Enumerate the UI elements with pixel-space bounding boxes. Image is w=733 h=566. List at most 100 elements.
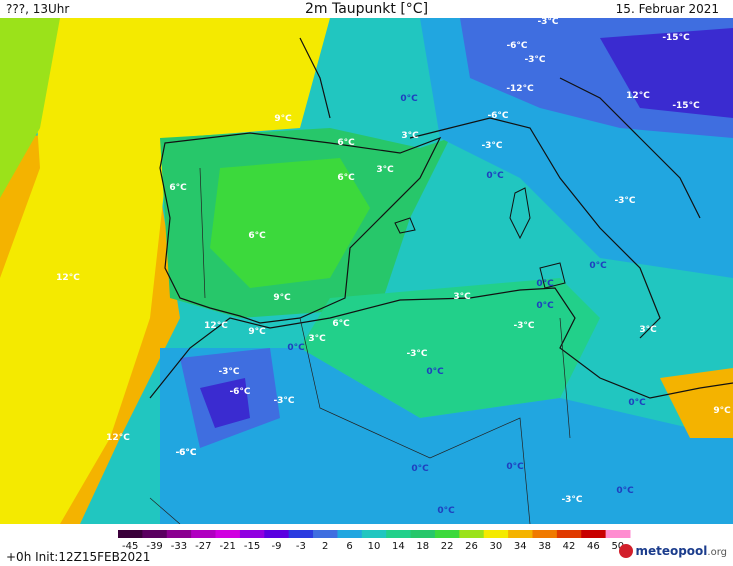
colorbar-tick: 34 — [514, 541, 527, 552]
colorbar-tick: -3 — [296, 541, 306, 552]
isotherm-label: 3°C — [639, 325, 657, 335]
field-atlantic-yellow — [0, 18, 330, 524]
coastline-islands — [394, 187, 566, 289]
isotherm-label: 0°C — [437, 506, 455, 516]
colorbar-swatch — [605, 530, 631, 538]
colorbar-tick: 18 — [416, 541, 429, 552]
isotherm-label: -12°C — [506, 84, 534, 94]
field-sahara-cool — [160, 348, 733, 524]
field-atlas-very-cold — [200, 378, 250, 428]
isotherm-label: 12°C — [106, 433, 130, 443]
colorbar-tick: -27 — [195, 541, 211, 552]
field-balkans-very-cold — [600, 28, 733, 118]
isotherm-label: -6°C — [175, 448, 196, 458]
isotherm-label: 9°C — [713, 406, 731, 416]
isotherm-label: -15°C — [672, 101, 700, 111]
colorbar-tick: -15 — [244, 541, 260, 552]
colorbar-swatch — [313, 530, 338, 538]
isotherm-label: 6°C — [169, 183, 187, 193]
isotherm-label: 6°C — [248, 231, 266, 241]
isotherm-label: 0°C — [287, 343, 305, 353]
map-title: 2m Taupunkt [°C] — [304, 1, 429, 17]
isotherm-label: 6°C — [337, 138, 355, 148]
run-time-label: ???, 13Uhr — [6, 2, 70, 16]
colorbar-tick: 14 — [392, 541, 405, 552]
isotherm-label: 3°C — [453, 292, 471, 302]
isotherm-label: 0°C — [589, 261, 607, 271]
field-med-mild — [300, 278, 600, 418]
isotherm-label: 12°C — [204, 321, 228, 331]
coastline-iberia — [159, 132, 442, 324]
isotherm-label: 3°C — [376, 165, 394, 175]
isotherm-label: -6°C — [175, 448, 196, 458]
isotherm-label: -3°C — [561, 495, 582, 505]
isotherm-label: 0°C — [400, 94, 418, 104]
colorbar-tick: 46 — [587, 541, 600, 552]
field-atlantic-lime — [0, 18, 60, 198]
colorbar-tick: 22 — [441, 541, 454, 552]
colorbar-swatch — [361, 530, 387, 538]
colorbar-tick: 42 — [563, 541, 576, 552]
borders — [149, 167, 571, 524]
colorbar-tick: 2 — [322, 541, 328, 552]
colorbar-swatch — [410, 530, 436, 538]
isotherm-label: 6°C — [332, 319, 350, 329]
isotherm-label: -6°C — [229, 387, 250, 397]
isotherm-label: 0°C — [616, 486, 634, 496]
isotherm-label: 9°C — [273, 293, 291, 303]
isotherm-label: 9°C — [274, 114, 292, 124]
isotherm-label: -3°C — [273, 396, 294, 406]
colorbar-swatch — [581, 530, 607, 538]
logo-suffix: .org — [707, 547, 727, 558]
colorbar-swatch — [142, 530, 168, 538]
isotherm-label: 0°C — [411, 464, 429, 474]
isotherm-label: -3°C — [524, 55, 545, 65]
logo-icon — [619, 544, 634, 558]
isotherm-label: -3°C — [537, 18, 558, 27]
isotherm-label: -6°C — [487, 111, 508, 121]
isotherm-label: 3°C — [401, 131, 419, 141]
colorbar-swatch — [459, 530, 485, 538]
colorbar-swatch — [264, 530, 290, 538]
colorbar: -45 -39 -33 -27 -21 -15 -9 -3 2 6 10 14 18 22 26 30 34 38… — [118, 530, 631, 552]
coastline-france-italy — [299, 37, 701, 339]
isotherm-label: -3°C — [481, 141, 502, 151]
isotherm-label: -3°C — [218, 367, 239, 377]
forecast-date: 15. Februar 2021 — [615, 2, 719, 16]
colorbar-swatch — [118, 530, 143, 538]
colorbar-swatch — [483, 530, 509, 538]
isotherm-label: 0°C — [506, 462, 524, 472]
isotherm-label: 12°C — [56, 273, 80, 283]
colorbar-swatch — [532, 530, 558, 538]
isotherm-labels: 9°C 6°C 3°C 6°C 3°C 6°C 6°C 12°C 9°C 12°C 9°C 6°C 3°… — [56, 18, 731, 516]
field-iberia-mild — [210, 158, 370, 288]
colorbar-swatch — [191, 530, 217, 538]
colorbar-tick: 6 — [346, 541, 352, 552]
isotherm-label: 3°C — [308, 334, 326, 344]
colorbar-tick: -39 — [146, 541, 162, 552]
colorbar-swatch — [434, 530, 460, 538]
colorbar-swatch — [215, 530, 241, 538]
colorbar-tick: -21 — [220, 541, 236, 552]
colorbar-tick: 30 — [490, 541, 503, 552]
isotherm-label: -3°C — [513, 321, 534, 331]
isotherm-label: 9°C — [248, 327, 266, 337]
colorbar-swatch — [386, 530, 412, 538]
isotherm-label: 0°C — [536, 301, 554, 311]
isotherm-label: 0°C — [486, 171, 504, 181]
dewpoint-map: 9°C 6°C 3°C 6°C 3°C 6°C 6°C 12°C 9°C 12°C 9°C 6°C 3°… — [0, 18, 733, 524]
colorbar-tick: 50 — [611, 541, 624, 552]
colorbar-swatch — [556, 530, 582, 538]
colorbar-tick: -45 — [122, 541, 138, 552]
isotherm-label: -15°C — [662, 33, 690, 43]
meteopool-logo: meteopool.org — [619, 544, 727, 558]
isotherm-label: -3°C — [614, 196, 635, 206]
colorbar-tick: 26 — [465, 541, 478, 552]
isotherm-label: -6°C — [506, 41, 527, 51]
coastline-north-africa — [149, 287, 733, 399]
colorbar-swatch — [239, 530, 265, 538]
colorbar-tick: 38 — [538, 541, 551, 552]
isotherm-label: 0°C — [628, 398, 646, 408]
isotherm-label: -3°C — [406, 349, 427, 359]
